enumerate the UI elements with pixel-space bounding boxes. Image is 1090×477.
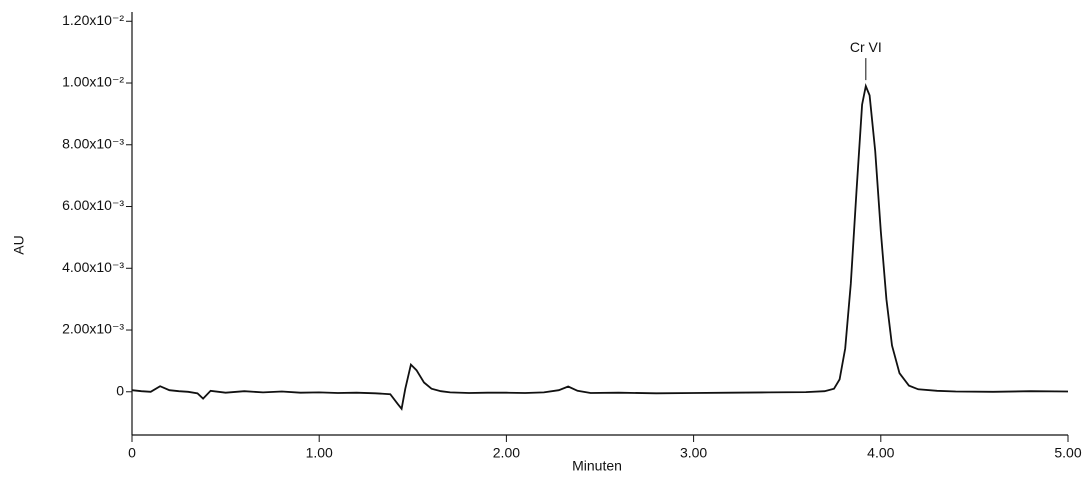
x-tick-label: 2.00: [493, 445, 520, 461]
y-tick-label: 2.00x10⁻³: [62, 321, 124, 337]
y-tick-label: 4.00x10⁻³: [62, 259, 124, 275]
y-tick-label: 1.20x10⁻²: [62, 12, 124, 28]
x-tick-label: 5.00: [1054, 445, 1081, 461]
x-tick-label: 0: [128, 445, 136, 461]
x-tick-label: 1.00: [306, 445, 333, 461]
y-tick-label: 8.00x10⁻³: [62, 135, 124, 151]
x-tick-label: 3.00: [680, 445, 707, 461]
x-axis-label: Minuten: [572, 458, 622, 474]
y-tick-label: 6.00x10⁻³: [62, 197, 124, 213]
y-tick-label: 0: [116, 382, 124, 398]
y-axis-label: AU: [11, 235, 27, 254]
annotation: Cr VI: [850, 39, 882, 55]
chromatogram-line: [131, 82, 1069, 411]
y-tick-label: 1.00x10⁻²: [62, 74, 124, 90]
x-tick-label: 4.00: [867, 445, 894, 461]
